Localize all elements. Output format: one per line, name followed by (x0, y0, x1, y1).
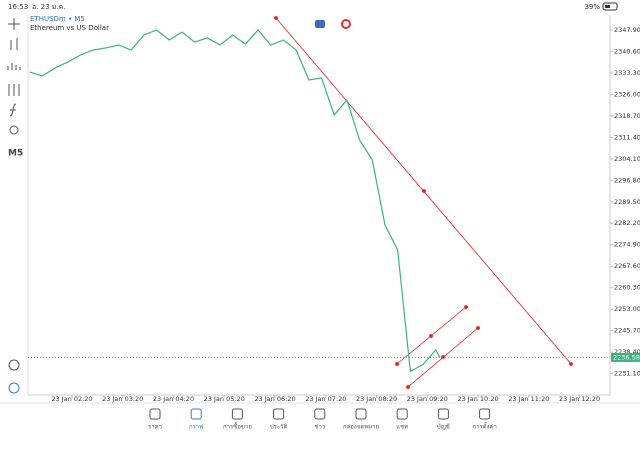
nav-icon[interactable] (149, 408, 161, 420)
y-tick-label: 2333.30 (614, 69, 640, 77)
anchor (406, 385, 410, 389)
x-tick-label: 23 Jan 10:20 (457, 395, 498, 403)
shapes-tool[interactable] (9, 125, 19, 135)
chart-title: ETHUSDm • M5 (30, 15, 85, 23)
chart-subtitle: Ethereum vs US Dollar (30, 24, 109, 32)
x-tick-label: 23 Jan 06:20 (254, 395, 295, 403)
y-tick-label: 2318.70 (614, 112, 640, 120)
price-line (29, 29, 441, 373)
anchor (395, 362, 399, 366)
x-tick-label: 23 Jan 11:20 (508, 395, 549, 403)
x-tick-label: 23 Jan 09:20 (407, 395, 448, 403)
timeframe[interactable]: M5 (8, 149, 23, 159)
y-tick-label: 2260.30 (614, 284, 640, 292)
current-price-box (611, 352, 640, 362)
nav-label[interactable]: ราคา (148, 424, 162, 431)
y-tick-label: 2274.90 (614, 241, 640, 249)
nav-label[interactable]: บัญชี (437, 423, 450, 431)
y-tick-label: 2304.10 (614, 155, 640, 163)
nav-label[interactable]: การตั้งค่า (472, 421, 496, 431)
nav-label[interactable]: การซื้อขาย (223, 421, 252, 431)
nav-icon[interactable] (437, 408, 449, 420)
trendlines (274, 16, 573, 389)
nav-icon[interactable] (231, 408, 243, 420)
anchor (274, 16, 278, 20)
bottom-nav: ราคา กราฟ การซื้อขาย ประวัติ ข่าว กล่องจดหมาย… (148, 408, 497, 431)
left-toolbar (7, 18, 21, 394)
y-tick-label: 2296.80 (614, 176, 640, 184)
y-tick-label: 2238.40 (614, 348, 640, 356)
y-tick-label: 2326.00 (614, 90, 640, 98)
y-tick-label: 2311.40 (614, 133, 640, 141)
x-tick-label: 23 Jan 08:20 (356, 395, 397, 403)
chart-type-tool[interactable] (10, 38, 18, 50)
y-tick-label: 2267.60 (614, 262, 640, 270)
nav-icon[interactable] (479, 408, 491, 420)
x-tick-label: 23 Jan 04:20 (153, 395, 194, 403)
y-tick-label: 2253.00 (614, 305, 640, 313)
nav-icon[interactable] (396, 408, 408, 420)
function-tool[interactable] (9, 103, 17, 117)
anchor (422, 189, 426, 193)
crosshair-tool[interactable] (8, 18, 20, 30)
y-tick-label: 2282.20 (614, 219, 640, 227)
nav-icon[interactable] (273, 408, 285, 420)
anchor (429, 334, 433, 338)
navigator[interactable] (8, 359, 20, 371)
nav-icon[interactable] (355, 408, 367, 420)
nav-label[interactable]: ข่าว (314, 424, 325, 431)
y-tick-label: 2340.60 (614, 47, 640, 55)
x-tick-label: 23 Jan 02:20 (51, 395, 92, 403)
nav-label[interactable]: ประวัติ (270, 424, 288, 431)
nav-label[interactable]: กราฟ (189, 424, 203, 431)
nav-icon[interactable] (314, 408, 326, 420)
nav-label[interactable]: แชท (396, 424, 408, 431)
anchor (569, 362, 573, 366)
battery-level (605, 5, 610, 8)
sell-button[interactable] (315, 20, 325, 28)
y-tick-label: 2347.90 (614, 26, 640, 34)
nav-icon[interactable] (190, 408, 202, 420)
nav-label[interactable]: กล่องจดหมาย (343, 424, 379, 431)
status-time: 16:53 (8, 3, 28, 11)
y-tick-label: 2231.10 (614, 370, 640, 378)
anchor (464, 305, 468, 309)
x-tick-label: 23 Jan 05:20 (204, 395, 245, 403)
settings-tool[interactable] (8, 84, 20, 96)
buy-button[interactable] (341, 19, 351, 29)
indicators-tool[interactable] (7, 63, 21, 70)
trade-button[interactable] (8, 382, 20, 394)
current-price-label: 2236.58 (613, 353, 640, 361)
x-tick-label: 23 Jan 12:20 (559, 395, 600, 403)
status-date: อ. 23 ม.ค. (32, 3, 66, 11)
x-tick-label: 23 Jan 03:20 (102, 395, 143, 403)
battery-icon (602, 2, 618, 11)
y-tick-label: 2289.50 (614, 198, 640, 206)
x-tick-label: 23 Jan 07:20 (305, 395, 346, 403)
anchor (476, 326, 480, 330)
y-tick-label: 2245.70 (614, 327, 640, 335)
battery: 39% (584, 3, 600, 11)
